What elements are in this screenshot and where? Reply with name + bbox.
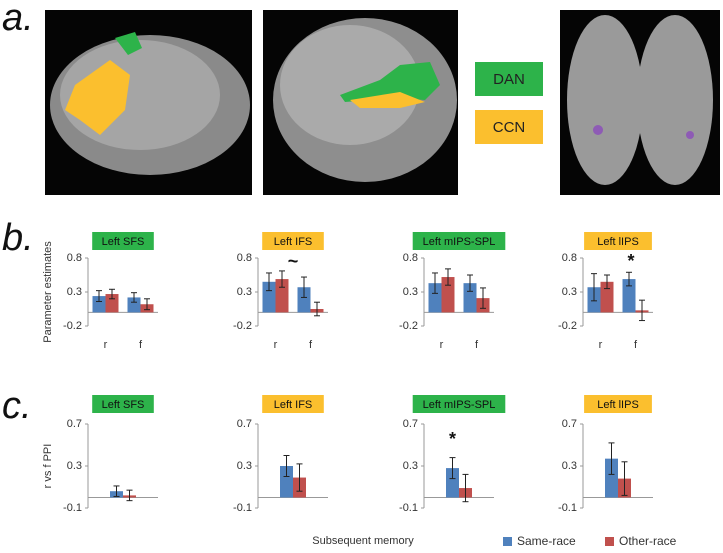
chart-title: Left IFS [274, 236, 313, 248]
legend-label: Other-race [619, 534, 677, 548]
y-axis-label: Parameter estimates [42, 241, 54, 343]
x-tick-label: f [475, 339, 479, 351]
title-box [262, 395, 324, 413]
y-axis-label: r vs f PPI [42, 444, 54, 489]
chart-title: Left lIPS [597, 399, 639, 411]
annotation: ~ [288, 251, 299, 271]
title-box [412, 232, 506, 250]
brain-image [560, 10, 720, 195]
y-tick-label: -0.1 [63, 502, 82, 514]
bar [441, 277, 455, 313]
x-tick-label: f [139, 339, 143, 351]
chart-title: Left IFS [274, 399, 313, 411]
y-tick-label: -0.2 [399, 320, 418, 332]
brain-image [263, 10, 458, 195]
title-box [412, 395, 506, 413]
y-tick-label: 0.7 [67, 418, 82, 430]
legend-swatch [475, 62, 543, 96]
title-box [92, 395, 154, 413]
title-box [92, 232, 154, 250]
annotation: * [627, 251, 634, 271]
y-tick-label: 0.8 [237, 252, 252, 264]
bar [605, 458, 618, 498]
x-axis-label: Subsequent memory [312, 535, 414, 547]
y-tick-label: -0.2 [63, 320, 82, 332]
annotation: * [449, 429, 456, 449]
chart-title: Left mIPS-SPL [423, 236, 496, 248]
chart-title: Left SFS [102, 399, 145, 411]
y-tick-label: 0.8 [67, 252, 82, 264]
y-tick-label: 0.8 [562, 252, 577, 264]
bar [446, 468, 459, 498]
bar [275, 279, 289, 313]
legend-label: DAN [493, 71, 525, 88]
y-tick-label: 0.7 [562, 418, 577, 430]
y-tick-label: 0.3 [562, 460, 577, 472]
legend-label: CCN [493, 119, 526, 136]
chart-title: Left mIPS-SPL [423, 399, 496, 411]
y-tick-label: 0.3 [403, 460, 418, 472]
panel-label: b. [2, 217, 34, 259]
y-tick-label: 0.3 [562, 286, 577, 298]
x-tick-label: r [274, 339, 278, 351]
y-tick-label: 0.3 [403, 286, 418, 298]
bar [262, 281, 276, 313]
bar [297, 287, 311, 313]
legend-swatch [605, 537, 614, 546]
y-tick-label: -0.1 [558, 502, 577, 514]
y-tick-label: 0.8 [403, 252, 418, 264]
y-tick-label: 0.3 [67, 460, 82, 472]
legend-swatch [475, 110, 543, 144]
bar [428, 283, 442, 313]
bar [127, 297, 141, 313]
title-box [584, 395, 652, 413]
x-tick-label: f [309, 339, 313, 351]
bar [600, 281, 614, 313]
legend-label: Same-race [517, 534, 576, 548]
bar [280, 466, 293, 498]
title-box [262, 232, 324, 250]
panel-label: c. [2, 385, 32, 427]
bar [92, 296, 106, 313]
x-tick-label: r [104, 339, 108, 351]
y-tick-label: -0.1 [233, 502, 252, 514]
bar [105, 294, 119, 313]
bar [622, 279, 636, 313]
y-tick-label: 0.3 [237, 286, 252, 298]
y-tick-label: 0.7 [403, 418, 418, 430]
y-tick-label: 0.3 [67, 286, 82, 298]
title-box [584, 232, 652, 250]
legend-swatch [503, 537, 512, 546]
y-tick-label: 0.7 [237, 418, 252, 430]
chart-title: Left lIPS [597, 236, 639, 248]
brain-image [45, 10, 252, 195]
x-tick-label: r [440, 339, 444, 351]
x-tick-label: r [599, 339, 603, 351]
y-tick-label: 0.3 [237, 460, 252, 472]
y-tick-label: -0.2 [233, 320, 252, 332]
y-tick-label: -0.2 [558, 320, 577, 332]
y-tick-label: -0.1 [399, 502, 418, 514]
chart-title: Left SFS [102, 236, 145, 248]
panel-label: a. [2, 0, 34, 39]
bar [463, 283, 477, 313]
x-tick-label: f [634, 339, 638, 351]
